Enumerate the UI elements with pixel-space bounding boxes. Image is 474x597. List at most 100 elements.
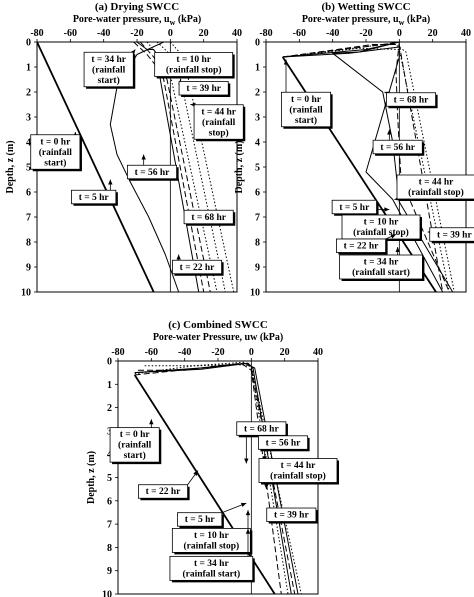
x-axis-label-unit: (kPa) xyxy=(404,14,430,25)
y-tick-label: 2 xyxy=(255,88,260,99)
x-tick-label: 40 xyxy=(313,347,323,358)
x-axis-label: Pore-water Pressure, uw (kPa) xyxy=(153,332,283,343)
time-label: t = 68 hr xyxy=(236,421,288,464)
label-text: t = 10 hr xyxy=(176,55,211,65)
series-line xyxy=(282,47,450,292)
y-tick-label: 7 xyxy=(107,520,112,531)
time-label: t = 34 hr(rainfall start) xyxy=(339,247,425,281)
label-box xyxy=(169,555,254,581)
label-box xyxy=(266,507,317,522)
y-tick-label: 0 xyxy=(107,357,112,368)
label-box xyxy=(331,199,377,215)
arrow-head xyxy=(176,254,181,260)
y-tick-label: 6 xyxy=(255,188,260,199)
label-text: (rainfall start) xyxy=(182,568,240,579)
label-box xyxy=(193,104,244,140)
label-text: t = 5 hr xyxy=(79,193,110,203)
label-text: t = 44 hr xyxy=(281,461,316,471)
label-text: t = 34 hr xyxy=(194,559,229,569)
arrow-head xyxy=(141,154,146,160)
label-box xyxy=(183,209,234,225)
label-text: t = 34 hr xyxy=(364,258,399,268)
time-label: t = 68 hr xyxy=(384,91,438,109)
label-text: t = 0 hr xyxy=(120,430,151,440)
x-tick-label: 40 xyxy=(232,28,242,39)
time-label: t = 5 hr xyxy=(177,502,247,529)
label-text: (rainfall stop) xyxy=(183,540,239,551)
label-box xyxy=(385,92,436,107)
label-text: t = 22 hr xyxy=(146,487,181,497)
label-text: (rainfall stop) xyxy=(408,187,464,198)
arrow-head xyxy=(384,207,390,212)
y-tick-label: 7 xyxy=(26,213,31,224)
arrow-head xyxy=(387,129,392,135)
label-text: (rainfall xyxy=(289,104,323,115)
label-text: start) xyxy=(98,75,120,86)
y-tick-label: 0 xyxy=(26,38,31,49)
label-box xyxy=(257,435,308,450)
label-text: t = 22 hr xyxy=(180,263,215,273)
time-label: t = 22 hr xyxy=(335,234,397,255)
y-tick-label: 4 xyxy=(255,138,260,149)
time-label: t = 44 hr(rainfall stop) xyxy=(258,458,339,490)
y-tick-label: 3 xyxy=(255,113,260,124)
label-box xyxy=(30,134,81,170)
x-axis-label-main: Pore-water Pressure, uw (kPa) xyxy=(153,332,283,343)
time-label: t = 56 hr xyxy=(372,129,425,156)
time-label: t = 22 hr xyxy=(171,254,224,276)
x-tick-label: -20 xyxy=(211,347,224,358)
label-text: stop) xyxy=(209,127,229,138)
label-box xyxy=(178,81,229,96)
label-box xyxy=(429,227,474,242)
x-tick-label: -40 xyxy=(97,28,110,39)
x-tick-label: 40 xyxy=(461,28,471,39)
label-text: t = 39 hr xyxy=(274,511,309,521)
y-tick-label: 7 xyxy=(255,213,260,224)
arrow-head xyxy=(149,419,154,425)
y-tick-label: 2 xyxy=(26,88,31,99)
x-tick-label: -20 xyxy=(130,28,143,39)
label-text: t = 68 hr xyxy=(191,213,226,223)
time-label: t = 5 hr xyxy=(71,179,118,206)
label-text: start) xyxy=(295,115,317,126)
chart-title: (c) Combined SWCC xyxy=(168,319,268,331)
y-tick-label: 8 xyxy=(255,238,260,249)
x-axis-label-sub: w xyxy=(399,18,405,27)
label-box xyxy=(109,427,160,463)
label-text: t = 22 hr xyxy=(344,242,379,252)
x-tick-label: -40 xyxy=(326,28,339,39)
y-tick-label: 9 xyxy=(107,566,112,577)
label-box xyxy=(236,421,287,436)
y-tick-label: 3 xyxy=(26,113,31,124)
time-label: t = 39 hr xyxy=(266,507,318,524)
time-label: t = 39 hr xyxy=(178,79,231,97)
label-box xyxy=(83,51,134,88)
label-text: t = 0 hr xyxy=(291,95,322,105)
time-label: t = 56 hr xyxy=(257,435,310,462)
arrow-head xyxy=(245,528,251,534)
y-tick-label: 2 xyxy=(107,403,112,414)
x-tick-label: 20 xyxy=(199,28,209,39)
y-tick-label: 1 xyxy=(107,380,112,391)
y-tick-label: 4 xyxy=(107,450,112,461)
x-tick-label: 20 xyxy=(428,28,438,39)
arrow-head xyxy=(240,502,247,507)
time-label: t = 5 hr xyxy=(331,199,390,216)
label-box xyxy=(154,52,234,77)
label-text: t = 44 hr xyxy=(419,178,454,188)
label-text: t = 68 hr xyxy=(394,95,429,105)
y-tick-label: 6 xyxy=(107,496,112,507)
y-tick-label: 5 xyxy=(107,473,112,484)
label-text: t = 56 hr xyxy=(135,168,170,178)
time-label: t = 10 hr(rainfall stop) xyxy=(154,52,235,79)
label-box xyxy=(127,164,178,180)
label-text: (rainfall start) xyxy=(352,267,410,278)
